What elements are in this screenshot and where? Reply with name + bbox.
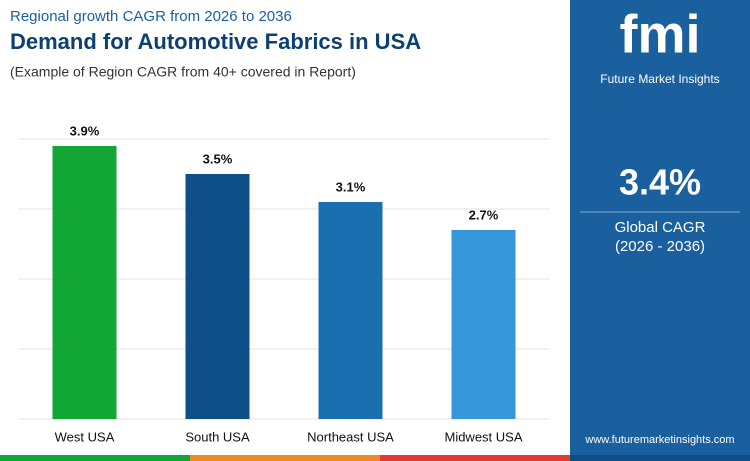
global-period: (2026 - 2036) bbox=[615, 238, 705, 255]
subtitle: Regional growth CAGR from 2026 to 2036 bbox=[10, 8, 292, 25]
bar bbox=[451, 230, 516, 419]
x-tick-label: South USA bbox=[185, 429, 250, 444]
strip bbox=[570, 455, 750, 461]
value-label: 2.7% bbox=[469, 207, 499, 222]
value-label: 3.9% bbox=[70, 123, 100, 138]
global-value: 3.4% bbox=[619, 162, 701, 203]
bar bbox=[52, 146, 117, 419]
website: www.futuremarketinsights.com bbox=[584, 434, 734, 446]
bar bbox=[185, 174, 250, 419]
x-tick-label: Midwest USA bbox=[444, 429, 522, 444]
note: (Example of Region CAGR from 40+ covered… bbox=[10, 64, 356, 80]
strip bbox=[380, 455, 570, 461]
global-label: Global CAGR bbox=[615, 219, 706, 236]
value-label: 3.5% bbox=[203, 151, 233, 166]
strip bbox=[0, 455, 190, 461]
x-tick-label: West USA bbox=[55, 429, 115, 444]
strip bbox=[190, 455, 380, 461]
chart-title: Demand for Automotive Fabrics in USA bbox=[10, 29, 421, 54]
sidebar bbox=[570, 0, 750, 461]
x-tick-label: Northeast USA bbox=[307, 429, 394, 444]
logo: fmi bbox=[620, 4, 701, 64]
bar bbox=[318, 202, 383, 419]
value-label: 3.1% bbox=[336, 179, 366, 194]
brand: Future Market Insights bbox=[600, 72, 719, 86]
